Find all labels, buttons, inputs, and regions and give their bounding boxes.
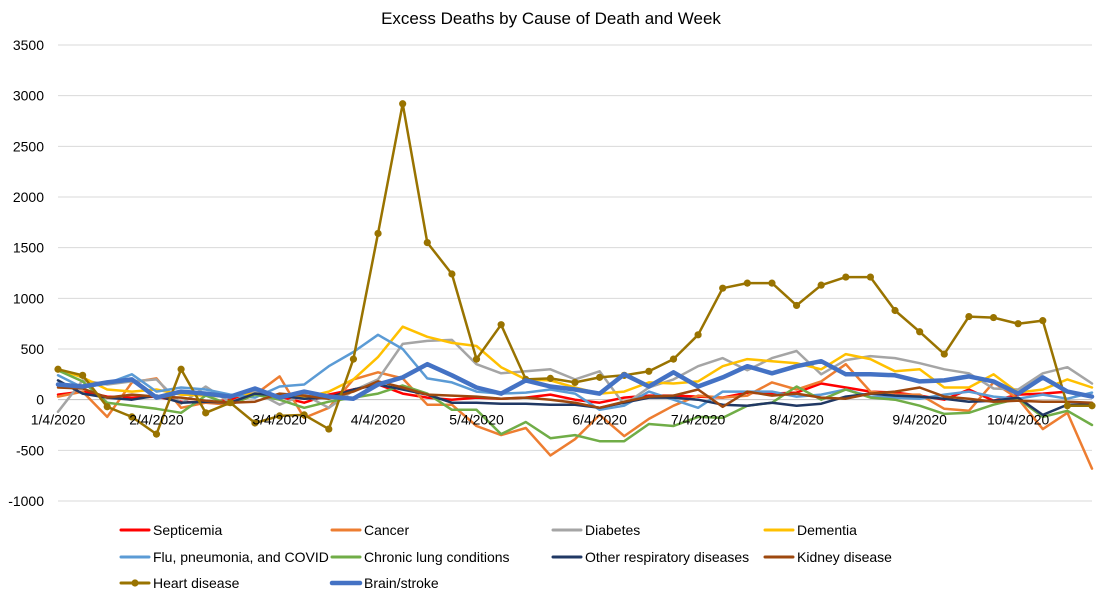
legend-label: Diabetes	[585, 522, 640, 538]
data-point	[842, 273, 850, 281]
legend-item-heart-disease: Heart disease	[119, 575, 240, 591]
x-tick-label: 6/4/2020	[572, 412, 627, 428]
legend-label: Kidney disease	[797, 549, 892, 565]
data-point	[202, 409, 210, 417]
data-point	[596, 373, 604, 381]
chart-title: Excess Deaths by Cause of Death and Week	[381, 9, 721, 28]
data-point	[1039, 317, 1047, 325]
series-line-brain-stroke	[55, 358, 1095, 401]
legend-item-flu-pneumonia-and-covid: Flu, pneumonia, and COVID	[119, 549, 329, 565]
data-point	[251, 419, 259, 427]
data-point	[571, 378, 579, 387]
data-point	[103, 403, 111, 411]
x-tick-label: 9/4/2020	[892, 412, 947, 428]
data-point	[743, 279, 751, 287]
data-point	[399, 100, 407, 108]
data-point	[965, 312, 973, 321]
y-tick-label: 1500	[13, 240, 44, 256]
data-point	[719, 284, 727, 292]
legend: Septicemia Cancer Diabetes Dementia Flu, pne…	[119, 522, 892, 591]
data-point	[226, 399, 234, 407]
legend-marker	[131, 579, 139, 587]
legend-item-kidney-disease: Kidney disease	[763, 549, 892, 565]
data-point	[768, 279, 776, 287]
y-tick-label: 0	[36, 392, 44, 408]
data-point	[817, 281, 825, 289]
data-point	[669, 355, 678, 363]
data-point	[1014, 320, 1022, 328]
y-tick-label: -500	[16, 442, 44, 458]
data-point	[54, 365, 62, 373]
series-heart-disease	[54, 100, 1096, 438]
data-point	[694, 331, 702, 339]
legend-label: Flu, pneumonia, and COVID	[153, 549, 329, 565]
x-tick-label: 10/4/2020	[987, 412, 1049, 428]
data-point	[916, 328, 924, 336]
data-point	[275, 412, 284, 420]
data-point	[1063, 402, 1071, 410]
x-tick-label: 5/4/2020	[449, 412, 504, 428]
x-tick-label: 3/4/2020	[252, 412, 307, 428]
y-axis-tick-labels: -1000 -500 0 500 1000 1500 2000 2500 3000 3500	[8, 37, 44, 509]
data-point	[792, 301, 801, 310]
legend-item-other-respiratory-diseases: Other respiratory diseases	[551, 549, 749, 565]
series-line-dementia	[56, 325, 1094, 399]
legend-label: Brain/stroke	[364, 575, 439, 591]
y-tick-label: 3500	[13, 37, 44, 53]
data-point	[300, 411, 308, 419]
data-point	[546, 374, 554, 382]
y-tick-label: -1000	[8, 493, 44, 509]
data-point	[448, 270, 456, 278]
legend-label: Heart disease	[153, 575, 240, 591]
y-tick-label: 2500	[13, 138, 44, 154]
legend-label: Septicemia	[153, 522, 222, 538]
y-tick-label: 2000	[13, 189, 44, 205]
data-point	[891, 306, 899, 315]
data-point	[325, 425, 333, 433]
y-tick-label: 3000	[13, 88, 44, 104]
legend-item-cancer: Cancer	[330, 522, 409, 538]
legend-label: Cancer	[364, 522, 409, 538]
data-point	[349, 355, 358, 363]
x-tick-label: 1/4/2020	[31, 412, 86, 428]
series-brain-stroke	[55, 358, 1095, 401]
x-tick-label: 8/4/2020	[769, 412, 824, 428]
x-axis-tick-labels: 1/4/2020 2/4/2020 3/4/2020 4/4/2020 5/4/2020…	[31, 412, 1050, 428]
data-point	[374, 229, 382, 238]
data-point	[177, 365, 185, 373]
data-point	[128, 413, 136, 421]
legend-item-brain-stroke: Brain/stroke	[329, 575, 439, 591]
data-series	[54, 100, 1096, 470]
legend-label: Dementia	[797, 522, 857, 538]
data-point	[497, 321, 505, 329]
x-tick-label: 4/4/2020	[351, 412, 406, 428]
legend-item-diabetes: Diabetes	[551, 522, 640, 538]
data-point	[472, 355, 481, 363]
x-tick-label: 7/4/2020	[671, 412, 726, 428]
data-point	[152, 430, 161, 438]
data-point	[989, 313, 998, 322]
data-point	[79, 371, 87, 379]
legend-item-dementia: Dementia	[763, 522, 857, 538]
x-tick-label: 2/4/2020	[129, 412, 184, 428]
data-point	[1088, 402, 1096, 410]
data-point	[645, 367, 653, 375]
data-point	[423, 239, 431, 247]
gridlines	[58, 44, 1092, 502]
legend-label: Chronic lung conditions	[364, 549, 510, 565]
legend-label: Other respiratory diseases	[585, 549, 749, 565]
legend-item-chronic-lung-conditions: Chronic lung conditions	[330, 549, 510, 565]
legend-item-septicemia: Septicemia	[119, 522, 222, 538]
y-tick-label: 1000	[13, 290, 44, 306]
y-tick-label: 500	[21, 341, 45, 357]
data-point	[940, 350, 948, 358]
data-point	[866, 273, 875, 281]
series-dementia	[56, 325, 1094, 399]
